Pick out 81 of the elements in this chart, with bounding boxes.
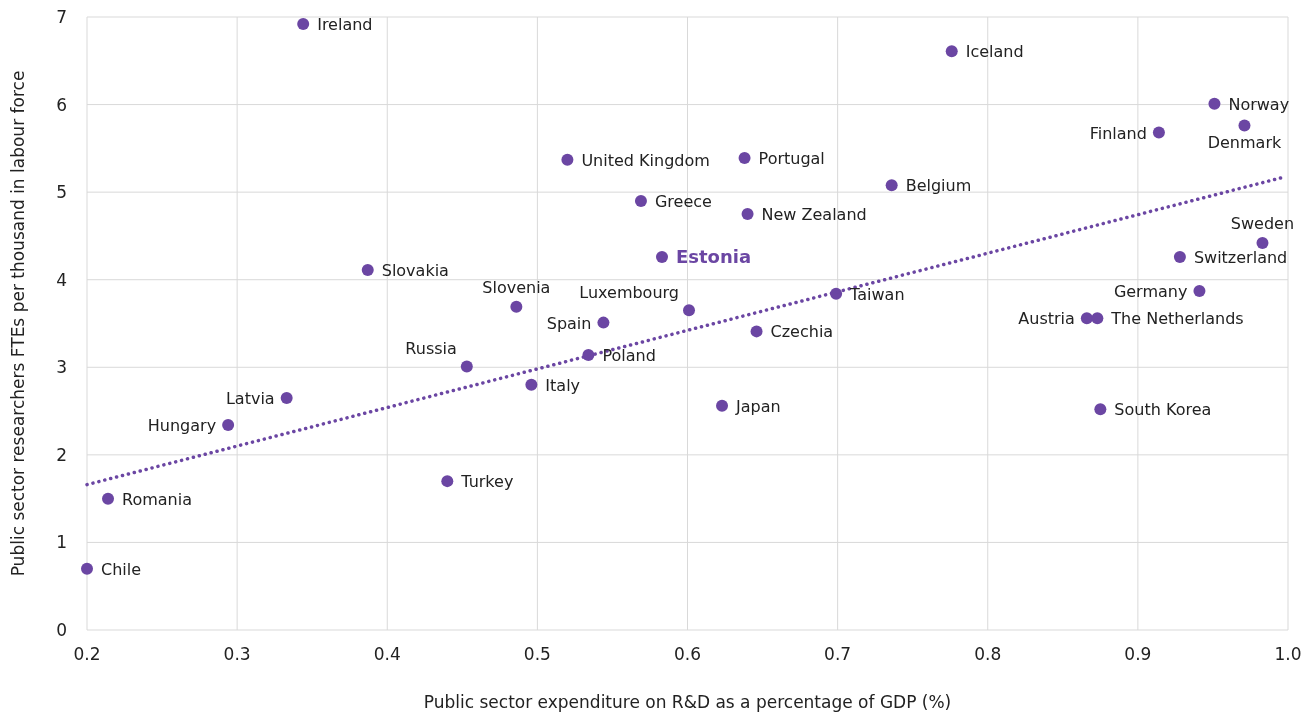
point xyxy=(297,18,310,31)
annotation: Czechia xyxy=(770,322,834,342)
annotation: Ireland xyxy=(317,15,373,35)
annotation: Portugal xyxy=(758,148,825,168)
y-tick-label: 3 xyxy=(56,357,67,378)
annotation: Italy xyxy=(545,375,581,395)
annotation: South Korea xyxy=(1114,400,1212,420)
annotation: Taiwan xyxy=(849,284,905,304)
point xyxy=(597,316,610,329)
y-tick-label: 4 xyxy=(56,269,67,290)
point xyxy=(460,360,473,373)
annotation: Iceland xyxy=(965,42,1024,62)
y-tick-label: 0 xyxy=(56,620,67,640)
annotation: Romania xyxy=(122,489,192,509)
point xyxy=(1173,250,1186,263)
annotation: Finland xyxy=(1089,123,1147,143)
annotation: Switzerland xyxy=(1193,247,1288,267)
point xyxy=(441,475,454,488)
annotation: Greece xyxy=(654,191,712,211)
y-axis-title: Public sector researchers FTEs per thousand in labour force xyxy=(8,70,28,577)
annotation: Belgium xyxy=(905,176,972,196)
annotation: Spain xyxy=(546,313,592,333)
point xyxy=(561,153,574,166)
annotation: Latvia xyxy=(225,388,275,408)
annotation: Poland xyxy=(602,346,656,366)
point xyxy=(222,419,235,432)
point xyxy=(1080,312,1093,325)
annotation: Denmark xyxy=(1207,132,1282,152)
point xyxy=(1152,126,1165,139)
point xyxy=(1094,403,1107,416)
point xyxy=(750,325,763,338)
annotation: Chile xyxy=(101,559,142,579)
point xyxy=(510,300,523,313)
annotation: The Netherlands xyxy=(1110,309,1244,329)
x-tick-label: 1.0 xyxy=(1274,644,1302,664)
point xyxy=(1208,97,1221,110)
point xyxy=(280,391,293,404)
point xyxy=(525,378,538,391)
annotation: Russia xyxy=(405,339,457,359)
x-tick-label: 0.3 xyxy=(223,644,251,664)
y-tick-label: 7 xyxy=(56,7,67,27)
point xyxy=(945,45,958,58)
x-tick-label: 0.8 xyxy=(974,644,1002,664)
point xyxy=(1256,236,1269,249)
annotation: Estonia xyxy=(675,245,752,267)
point xyxy=(716,399,729,412)
x-tick-label: 0.2 xyxy=(73,644,101,664)
y-tick-label: 5 xyxy=(56,182,67,203)
annotation: Austria xyxy=(1018,309,1075,329)
annotation: Turkey xyxy=(460,472,514,492)
point xyxy=(741,208,754,221)
annotation: New Zealand xyxy=(761,205,867,225)
x-tick-label: 0.9 xyxy=(1124,644,1152,664)
x-tick-label: 0.6 xyxy=(673,644,702,664)
annotation: Japan xyxy=(735,396,781,416)
y-tick-label: 6 xyxy=(56,94,67,115)
point xyxy=(361,264,374,277)
point xyxy=(1238,119,1251,132)
point xyxy=(738,151,751,164)
x-tick-label: 0.5 xyxy=(523,644,551,664)
annotation: Norway xyxy=(1228,94,1290,114)
annotation: Slovenia xyxy=(482,277,551,297)
point xyxy=(655,250,668,263)
annotation: Sweden xyxy=(1230,213,1295,233)
point xyxy=(885,179,898,192)
point xyxy=(1193,285,1206,298)
x-tick-label: 0.4 xyxy=(373,644,401,664)
point xyxy=(683,304,695,317)
x-tick-label: 0.7 xyxy=(824,644,852,664)
annotation: Hungary xyxy=(147,416,217,436)
annotation: Luxembourg xyxy=(579,283,679,303)
y-tick-label: 2 xyxy=(56,444,67,465)
point xyxy=(1091,312,1104,325)
point xyxy=(102,492,115,505)
annotation: United Kingdom xyxy=(581,150,710,170)
annotation: Germany xyxy=(1113,282,1188,302)
x-axis-title: Public sector expenditure on R&D as a percentage of GDP (%) xyxy=(423,692,952,712)
annotation: Slovakia xyxy=(381,261,449,281)
point xyxy=(634,194,647,207)
point xyxy=(81,562,93,575)
y-tick-label: 1 xyxy=(56,532,67,553)
